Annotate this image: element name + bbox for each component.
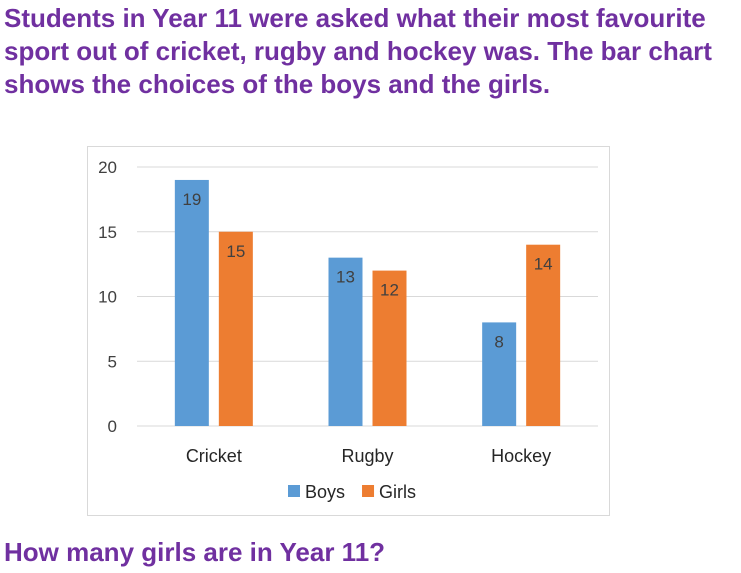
legend-label-girls: Girls [379,482,416,502]
y-axis-ticks: 0 5 10 15 20 [98,158,117,436]
y-tick-label-0: 0 [108,417,117,436]
bar-hockey-girls [526,244,561,426]
y-tick-label-20: 20 [98,158,117,177]
category-label-rugby: Rugby [341,446,393,466]
legend-swatch-boys [288,485,300,497]
data-label-rugby-boys: 13 [336,268,355,287]
bar-cricket-boys [174,179,209,426]
bar-rugby-girls [372,270,407,426]
category-label-cricket: Cricket [186,446,242,466]
data-label-hockey-girls: 14 [534,255,553,274]
legend-swatch-girls [362,485,375,497]
data-labels: 19 15 13 12 8 14 [182,190,552,351]
bar-cricket-girls [218,231,253,426]
legend: Boys Girls [288,482,416,502]
data-label-cricket-boys: 19 [182,190,201,209]
intro-text: Students in Year 11 were asked what thei… [4,3,712,99]
y-tick-label-15: 15 [98,223,117,242]
question-text: How many girls are in Year 11? [4,537,386,567]
y-tick-label-10: 10 [98,288,117,307]
y-tick-label-5: 5 [108,352,117,371]
data-label-hockey-boys: 8 [494,332,503,351]
data-label-rugby-girls: 12 [380,281,399,300]
legend-label-boys: Boys [305,482,345,502]
bar-hockey-boys [482,322,517,426]
category-labels: Cricket Rugby Hockey [186,446,551,466]
grid-lines [137,166,598,427]
category-label-hockey: Hockey [491,446,551,466]
bar-chart [87,146,610,516]
bar-rugby-boys [328,257,363,426]
data-label-cricket-girls: 15 [226,242,245,261]
bars [174,179,561,426]
